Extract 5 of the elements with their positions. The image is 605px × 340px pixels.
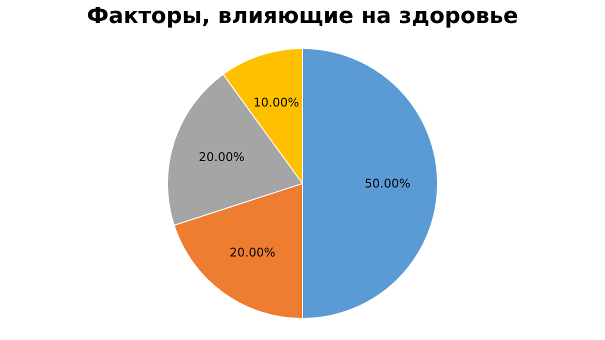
data-label: 10.00% <box>253 96 300 110</box>
chart-title: Факторы, влияющие на здоровье <box>86 4 518 29</box>
data-label: 50.00% <box>364 176 410 190</box>
data-label: 20.00% <box>198 150 245 164</box>
data-label: 20.00% <box>230 245 276 260</box>
